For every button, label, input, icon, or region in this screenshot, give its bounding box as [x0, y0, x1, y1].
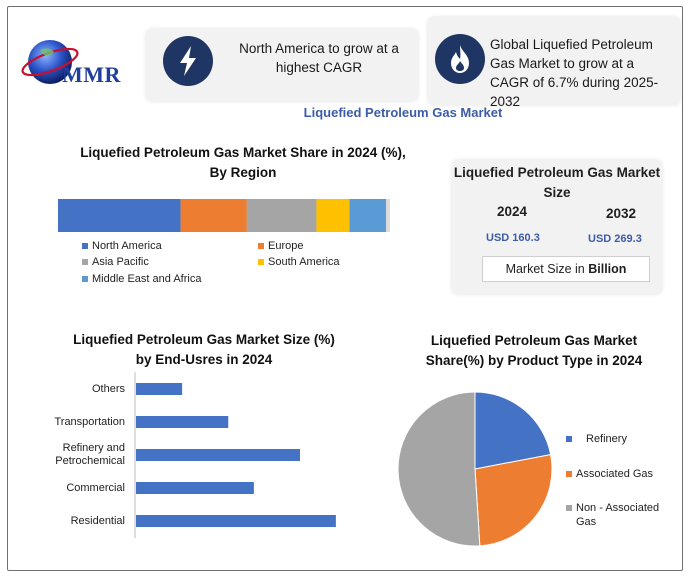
year-2032: 2032	[606, 206, 637, 221]
end-user-bar	[136, 482, 254, 494]
flame-icon	[451, 45, 469, 73]
end-user-chart-title: Liquefied Petroleum Gas Market Size (%) …	[73, 332, 335, 367]
region-legend-item: Asia Pacific	[82, 256, 149, 268]
unit-bold: Billion	[588, 262, 627, 276]
region-segment-1	[180, 199, 247, 232]
pie-legend-swatch	[566, 505, 572, 511]
mmr-globe-logo-icon	[21, 40, 79, 84]
end-user-category-label: Refinery and Petrochemical	[55, 442, 125, 467]
legend-label: Asia Pacific	[92, 256, 149, 268]
end-user-bar	[136, 449, 300, 461]
region-chart-title: Liquefied Petroleum Gas Market Share in …	[80, 145, 406, 180]
end-user-bar	[136, 515, 336, 527]
lightning-badge	[163, 36, 213, 86]
legend-label: Middle East and Africa	[92, 273, 202, 285]
legend-swatch	[258, 243, 264, 250]
logo-text: MMR	[62, 62, 121, 87]
highlight-text-north-america: North America to grow at a highest CAGR	[239, 41, 399, 75]
market-size-title: Liquefied Petroleum Gas Market Size	[453, 165, 661, 200]
pie-legend-label: Associated Gas	[576, 468, 654, 480]
pie-legend-label: Non - Associated Gas	[576, 502, 660, 528]
legend-label: South America	[268, 256, 340, 268]
lightning-icon	[180, 46, 196, 76]
value-2032: USD 269.3	[588, 233, 642, 245]
legend-swatch	[82, 259, 88, 266]
region-segment-3	[316, 199, 350, 232]
end-user-category-label: Transportation	[54, 415, 125, 428]
legend-label: Europe	[268, 240, 304, 252]
region-legend-item: North America	[82, 240, 162, 252]
region-segment-4	[349, 199, 386, 232]
end-user-bar	[136, 383, 183, 395]
end-user-bar	[136, 416, 229, 428]
highlight-text-cagr: Global Liquefied Petroleum Gas Market to…	[490, 37, 659, 109]
value-2024: USD 160.3	[486, 232, 540, 244]
region-legend-item: Middle East and Africa	[82, 273, 201, 285]
legend-swatch	[82, 276, 88, 283]
region-legend-item: South America	[258, 256, 340, 268]
end-user-category-label: Commercial	[66, 481, 125, 494]
end-user-category-label: Residential	[70, 514, 125, 527]
region-segment-0	[58, 199, 181, 232]
year-2024: 2024	[497, 204, 528, 219]
pie-legend-swatch	[566, 436, 572, 442]
pie-slice-2	[397, 391, 481, 547]
pie-slice-0	[474, 391, 552, 470]
region-segment-2	[246, 199, 317, 232]
legend-swatch	[258, 259, 264, 266]
legend-label: North America	[92, 240, 162, 252]
unit-prefix: Market Size in	[505, 262, 589, 276]
region-legend-item: Europe	[258, 240, 303, 252]
product-chart-title: Liquefied Petroleum Gas Market Share(%) …	[425, 333, 643, 368]
legend-swatch	[82, 243, 88, 250]
end-user-category-label: Others	[91, 382, 125, 395]
page-title: Liquefied Petroleum Gas Market	[303, 105, 503, 120]
flame-badge	[435, 34, 485, 84]
market-size-unit: Market Size in Billion	[482, 256, 650, 282]
pie-slice-1	[474, 453, 553, 547]
pie-legend-label: Refinery	[586, 433, 627, 445]
pie-legend-swatch	[566, 471, 572, 477]
